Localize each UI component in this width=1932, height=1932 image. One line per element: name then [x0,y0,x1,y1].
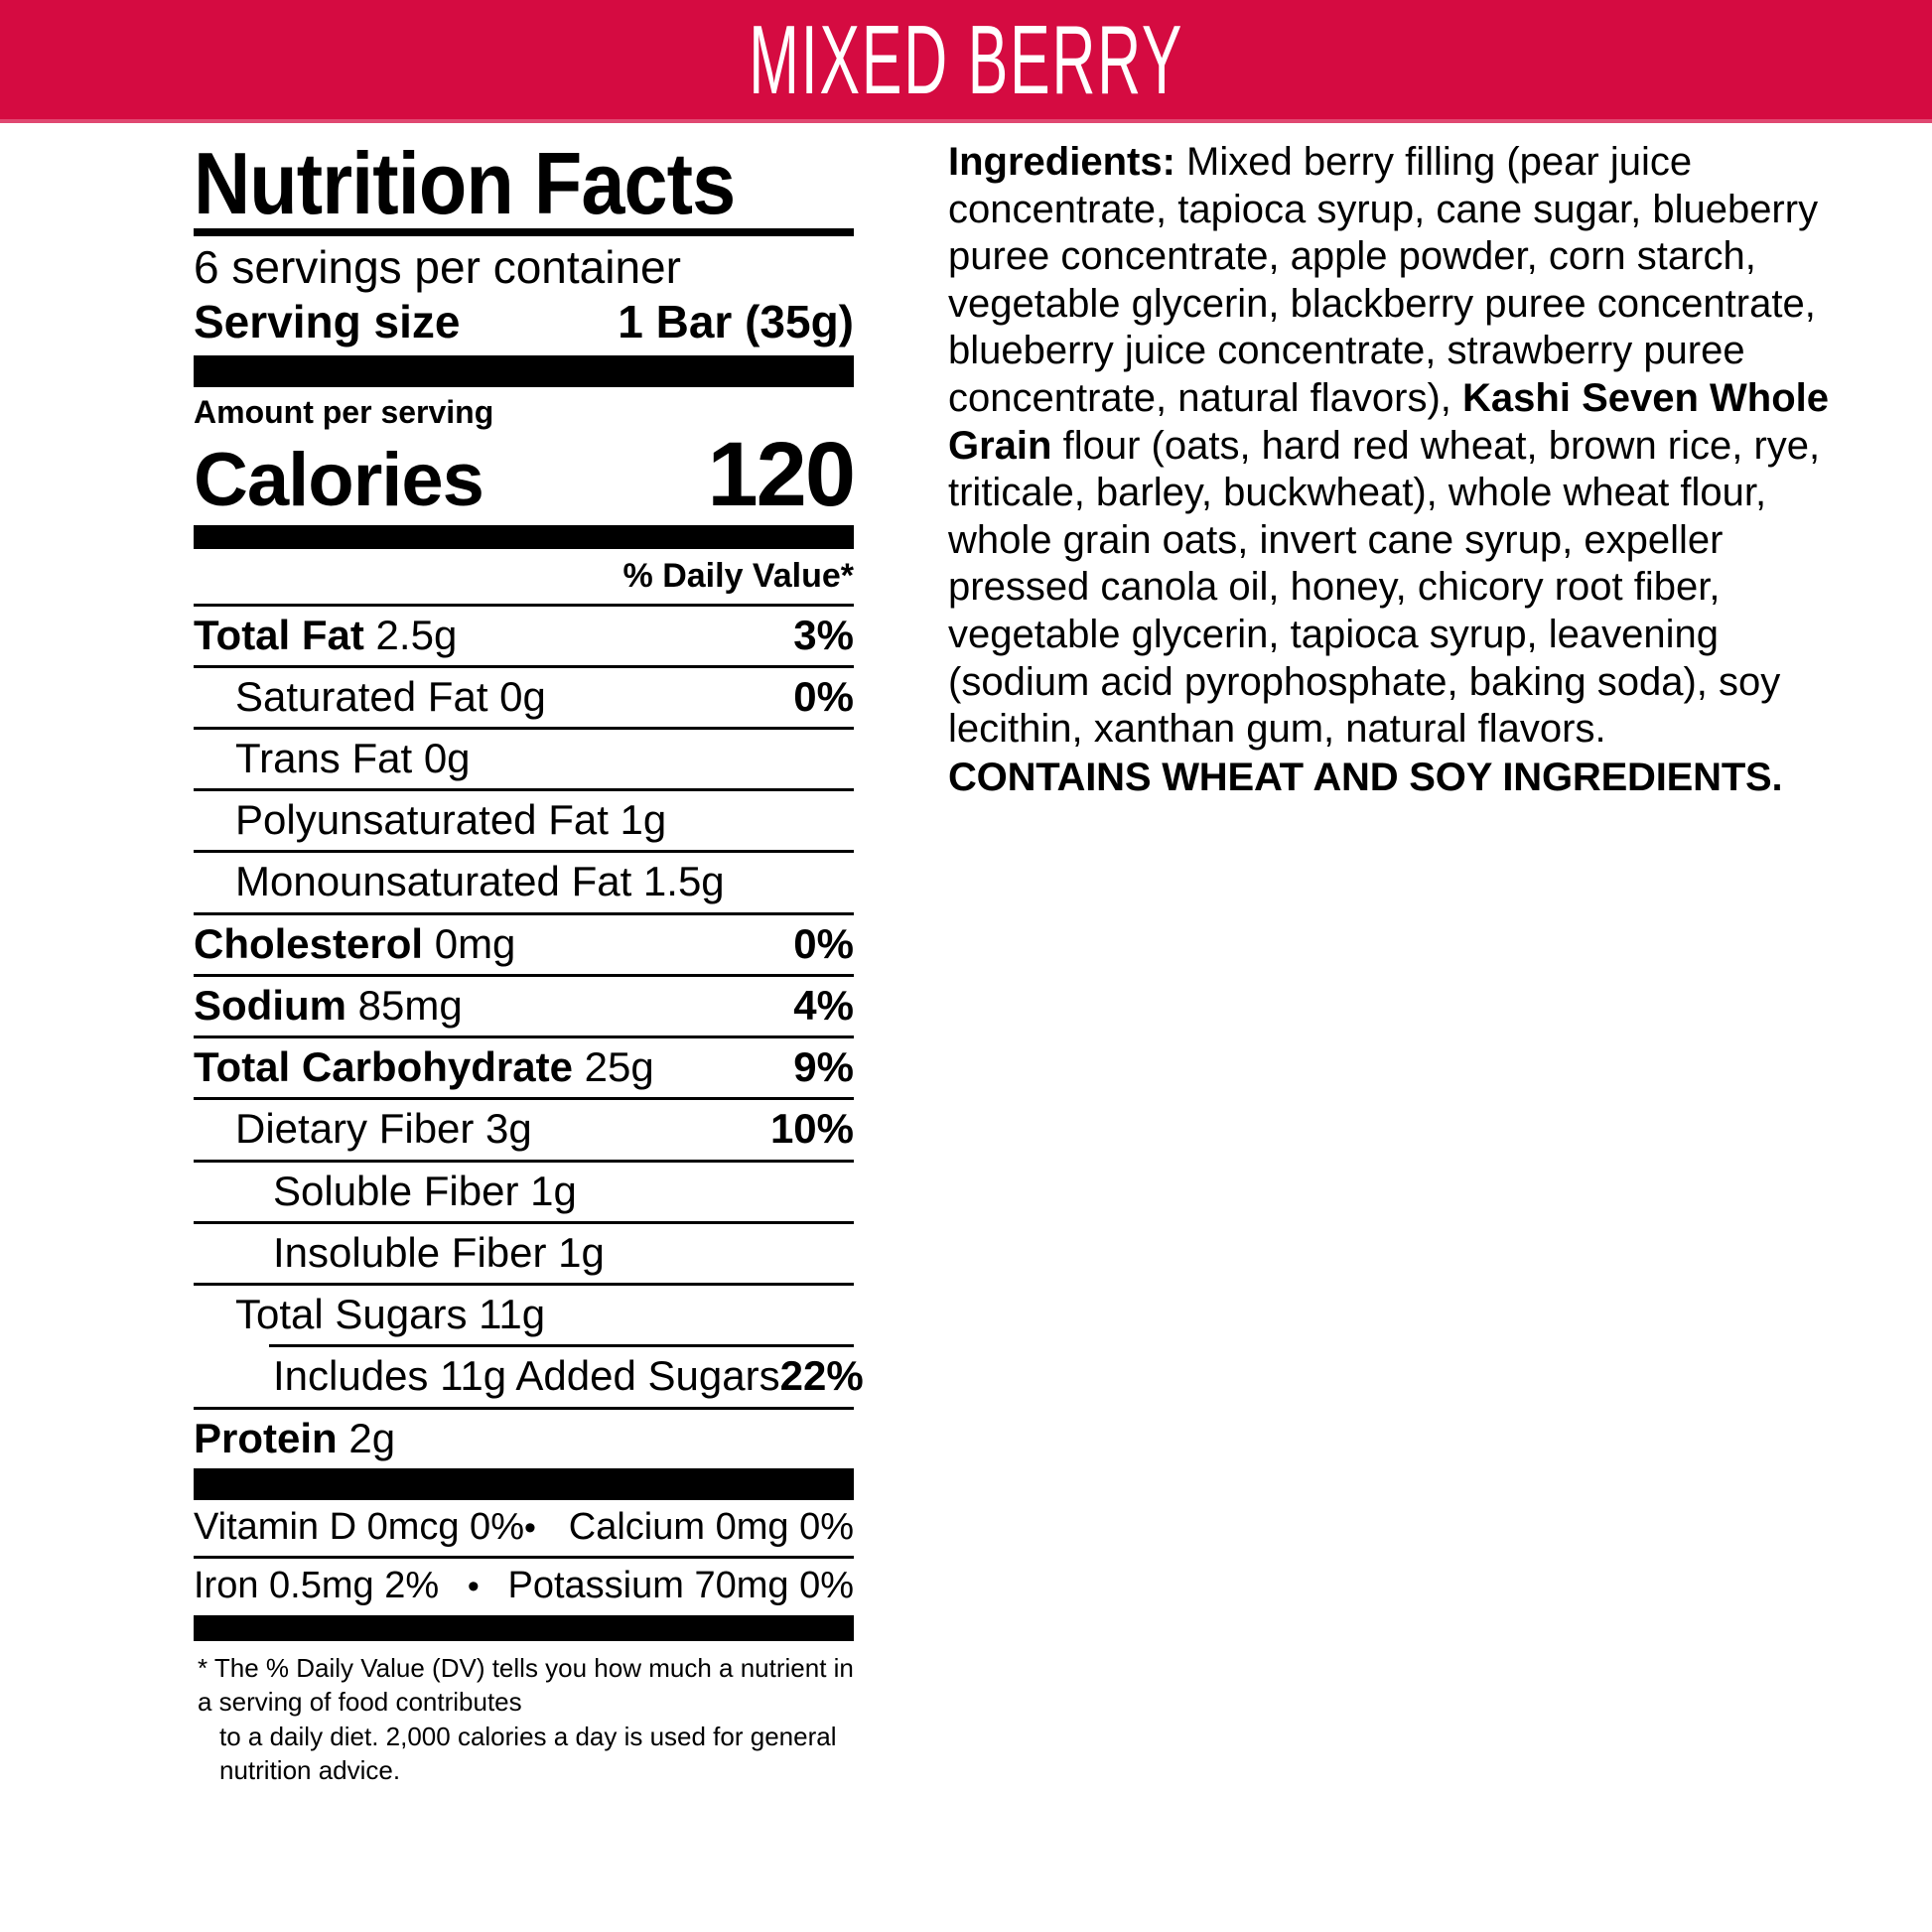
nutrient-row: Sodium 85mg 4% [194,977,854,1035]
ingredients-panel: Ingredients: Mixed berry filling (pear j… [948,139,1842,802]
nutrient-row: Soluble Fiber 1g [194,1163,854,1221]
divider-sub-row [269,1344,854,1348]
nutrient-label: Total Fat 2.5g [194,611,458,658]
nutrient-label: Insoluble Fiber 1g [273,1228,605,1276]
micronutrient-right: Potassium 70mg 0% [507,1565,855,1607]
nutrition-facts-panel: Nutrition Facts 6 servings per container… [194,141,864,1787]
nutrient-daily-value: 10% [769,1105,854,1153]
divider-row [194,603,854,607]
nutrient-row: Dietary Fiber 3g 10% [194,1100,854,1159]
nutrient-label: Saturated Fat 0g [235,672,546,720]
nutrient-row: Polyunsaturated Fat 1g [194,791,854,850]
ingredients-body-part-1: Mixed berry filling (pear juice concentr… [948,140,1819,420]
nutrient-row: Cholesterol 0mg 0% [194,915,854,974]
nutrient-row: Protein 2g [194,1410,854,1468]
nutrient-label: Soluble Fiber 1g [273,1167,577,1214]
nutrient-label: Total Sugars 11g [235,1291,546,1338]
divider-thick-footnote [194,1615,854,1641]
divider-thick-serving [194,354,854,387]
servings-per-container: 6 servings per container [194,241,681,294]
divider-row [194,1406,854,1410]
nutrition-facts-title: Nutrition Facts [194,141,736,227]
nutrient-label: Sodium 85mg [194,981,463,1029]
nutrient-label: Total Carbohydrate 25g [194,1043,654,1091]
divider-title [194,228,854,237]
footnote-line-2: to a daily diet. 2,000 calories a day is… [219,1721,837,1785]
divider-row [194,1283,854,1287]
calories-label: Calories [194,437,484,522]
calories-value: 120 [707,423,856,525]
daily-value-footnote: * The % Daily Value (DV) tells you how m… [194,1641,854,1787]
nutrient-row: Includes 11g Added Sugars 22% [194,1347,864,1406]
ingredients-text: Ingredients: Mixed berry filling (pear j… [948,139,1842,754]
label-content: Nutrition Facts 6 servings per container… [0,123,1932,1932]
ingredients-body-part-2: flour (oats, hard red wheat, brown rice,… [948,423,1821,752]
nutrient-label: Protein 2g [194,1414,396,1461]
nutrient-daily-value: 0% [793,919,854,967]
nutrient-row: Trans Fat 0g [194,730,854,788]
nutrient-label: Includes 11g Added Sugars [273,1352,780,1400]
calories-row: Calories 120 [194,423,856,525]
ingredients-brand-name: Kashi Seven Whole Grain [948,375,1830,468]
divider-row [194,1035,854,1039]
nutrient-rows: Total Fat 2.5g 3% Saturated Fat 0g 0% Trans … [194,603,864,1468]
nutrient-row: Total Carbohydrate 25g 9% [194,1038,854,1097]
nutrient-row: Saturated Fat 0g 0% [194,668,854,727]
divider-thick-protein [194,1467,854,1500]
nutrient-label: Monounsaturated Fat 1.5g [235,858,725,905]
nutrient-daily-value: 22% [779,1352,864,1400]
micronutrient-row: Iron 0.5mg 2% • Potassium 70mg 0% [194,1559,854,1615]
micronutrient-rows: Vitamin D 0mcg 0% • Calcium 0mg 0% Iron 0.5… [194,1500,854,1615]
divider-row [194,727,854,730]
divider-row [194,664,854,668]
bullet-separator-icon: • [523,1508,536,1547]
nutrient-daily-value: 3% [793,611,854,658]
ingredients-heading: Ingredients: [948,140,1175,184]
divider-row [194,1220,854,1224]
flavor-title: MIXED BERRY [748,5,1184,114]
divider-row [194,788,854,792]
nutrient-row: Insoluble Fiber 1g [194,1224,854,1283]
divider-row [194,973,854,977]
allergen-statement: CONTAINS WHEAT AND SOY INGREDIENTS. [948,755,1783,799]
divider-row [194,911,854,915]
divider-row [194,1159,854,1163]
flavor-banner: MIXED BERRY [0,0,1932,119]
micronutrient-left: Iron 0.5mg 2% [194,1565,440,1607]
daily-value-header: % Daily Value* [622,557,854,596]
nutrient-label: Dietary Fiber 3g [235,1105,532,1153]
micronutrient-row: Vitamin D 0mcg 0% • Calcium 0mg 0% [194,1500,854,1557]
nutrient-daily-value: 0% [793,672,854,720]
divider-thick-calories [194,525,854,550]
nutrient-label: Polyunsaturated Fat 1g [235,796,667,844]
nutrient-row: Total Sugars 11g [194,1286,854,1344]
footnote-line-1: * The % Daily Value (DV) tells you how m… [198,1653,854,1718]
serving-size-label: Serving size [194,295,461,347]
serving-size-row: Serving size 1 Bar (35g) [194,295,854,355]
nutrient-daily-value: 4% [793,981,854,1029]
nutrient-label: Cholesterol 0mg [194,919,516,967]
serving-size-value: 1 Bar (35g) [618,295,854,347]
nutrient-row: Total Fat 2.5g 3% [194,607,854,665]
micronutrient-right: Calcium 0mg 0% [568,1505,854,1548]
banner-hairline [0,119,1932,123]
nutrient-label: Trans Fat 0g [235,735,471,781]
divider-row [194,1097,854,1101]
bullet-separator-icon: • [467,1568,480,1606]
divider-row [194,850,854,854]
divider-micronutrient [194,1556,854,1560]
micronutrient-left: Vitamin D 0mcg 0% [194,1505,524,1548]
amount-per-serving-label: Amount per serving [194,393,494,430]
nutrient-row: Monounsaturated Fat 1.5g [194,853,854,911]
nutrient-daily-value: 9% [793,1043,854,1091]
